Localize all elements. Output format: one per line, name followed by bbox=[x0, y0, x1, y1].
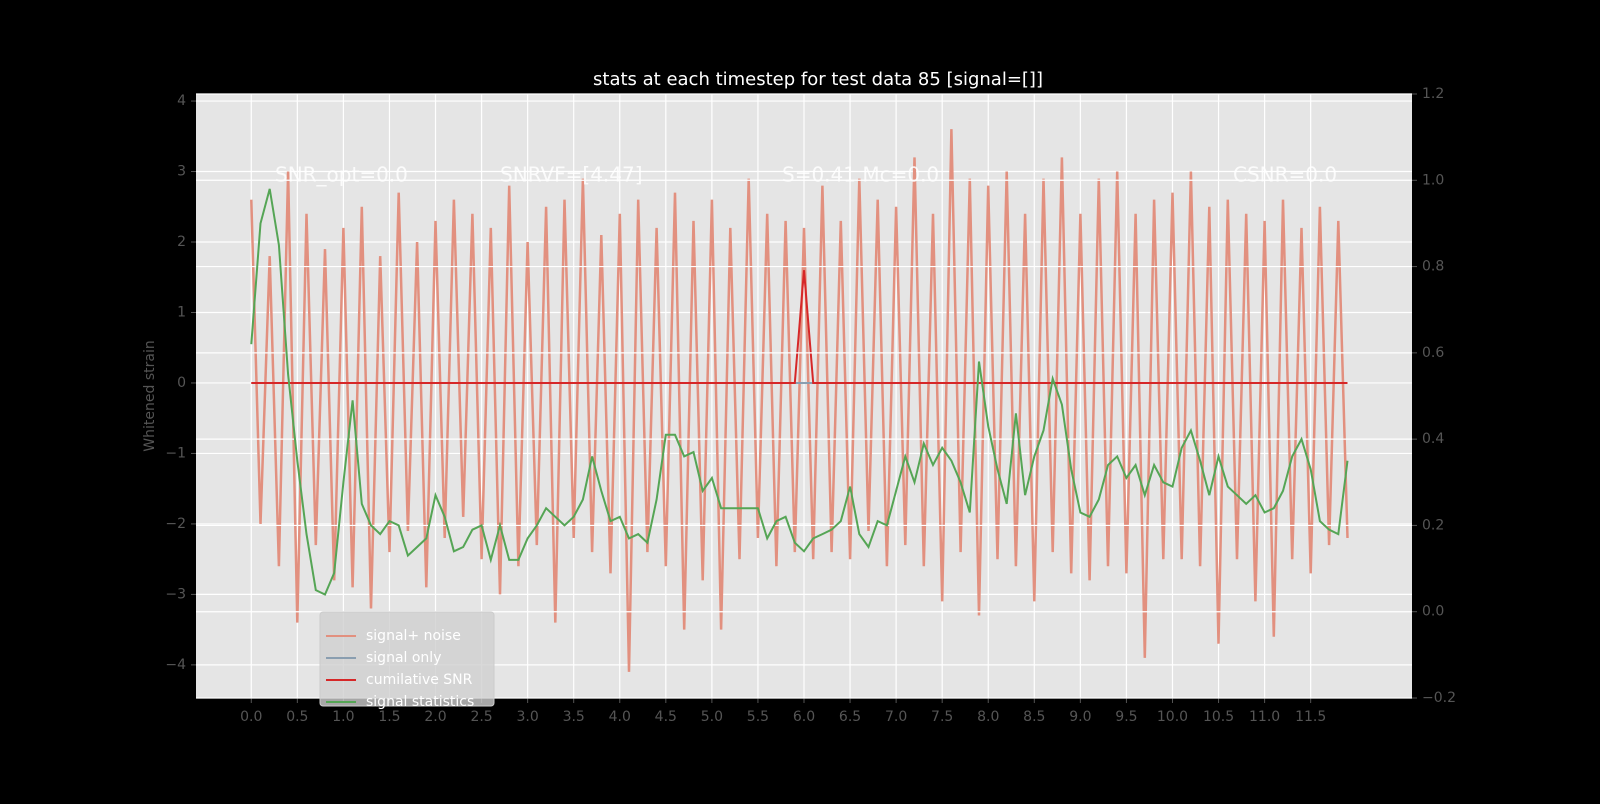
x-tick-label: 0.0 bbox=[240, 709, 262, 725]
x-tick-label: 9.0 bbox=[1069, 709, 1091, 725]
x-tick-label: 5.5 bbox=[747, 709, 769, 725]
x-tick-label: 9.5 bbox=[1115, 709, 1137, 725]
x-tick-label: 7.0 bbox=[885, 709, 907, 725]
annotation: S=0.41 Mc=0.0 bbox=[782, 163, 939, 187]
legend-label: signal statistics bbox=[366, 694, 474, 710]
x-tick-label: 4.5 bbox=[655, 709, 677, 725]
x-tick-label: 8.5 bbox=[1023, 709, 1045, 725]
x-tick-label: 10.0 bbox=[1157, 709, 1188, 725]
x-tick-label: 0.5 bbox=[286, 709, 308, 725]
annotation: SNRVF=[4.47] bbox=[500, 163, 643, 187]
y-tick-label: −3 bbox=[165, 586, 186, 602]
series-line bbox=[250, 129, 1349, 672]
x-tick-label: 1.5 bbox=[378, 709, 400, 725]
y-axis-label: Whitened strain bbox=[142, 340, 158, 451]
y-tick-label: 0 bbox=[177, 375, 186, 391]
x-tick-label: 6.5 bbox=[839, 709, 861, 725]
annotation: CSNR=0.0 bbox=[1233, 163, 1337, 187]
y2-tick-label: 0.2 bbox=[1422, 517, 1444, 533]
y2-tick-label: 0.0 bbox=[1422, 604, 1444, 620]
x-tick-label: 10.5 bbox=[1203, 709, 1234, 725]
legend-label: cumilative SNR bbox=[366, 672, 473, 688]
y2-tick-label: 0.8 bbox=[1422, 259, 1444, 275]
y-tick-label: 2 bbox=[177, 234, 186, 250]
y2-tick-label: 0.4 bbox=[1422, 431, 1444, 447]
series-line bbox=[251, 270, 1348, 384]
y-tick-label: −1 bbox=[165, 445, 186, 461]
y2-tick-label: 1.0 bbox=[1422, 172, 1444, 188]
x-tick-label: 7.5 bbox=[931, 709, 953, 725]
x-tick-label: 2.0 bbox=[424, 709, 446, 725]
y-tick-label: −4 bbox=[165, 657, 186, 673]
legend: signal+ noise signal only cumilative SNR si… bbox=[319, 611, 495, 710]
annotation: SNR_opt=0.0 bbox=[275, 163, 408, 187]
y2-tick-label: 1.2 bbox=[1422, 86, 1444, 102]
legend-label: signal+ noise bbox=[366, 628, 461, 644]
y2-tick-label: −0.2 bbox=[1422, 690, 1456, 706]
y-tick-label: 1 bbox=[177, 304, 186, 320]
series-line bbox=[250, 188, 1349, 596]
x-tick-label: 5.0 bbox=[701, 709, 723, 725]
chart-title: stats at each timestep for test data 85 … bbox=[593, 69, 1043, 90]
legend-label: signal only bbox=[366, 650, 441, 666]
x-tick-label: 3.0 bbox=[517, 709, 539, 725]
x-tick-label: 8.0 bbox=[977, 709, 999, 725]
y-tick-label: −2 bbox=[165, 516, 186, 532]
x-tick-label: 2.5 bbox=[470, 709, 492, 725]
x-tick-label: 11.5 bbox=[1295, 709, 1326, 725]
y-tick-label: 3 bbox=[177, 164, 186, 180]
y-tick-label: 4 bbox=[177, 93, 186, 109]
y2-tick-label: 0.6 bbox=[1422, 345, 1444, 361]
x-tick-label: 6.0 bbox=[793, 709, 815, 725]
x-tick-label: 3.5 bbox=[563, 709, 585, 725]
legend-frame bbox=[319, 611, 495, 707]
x-tick-label: 1.0 bbox=[332, 709, 354, 725]
x-tick-label: 4.0 bbox=[609, 709, 631, 725]
x-tick-label: 11.0 bbox=[1249, 709, 1280, 725]
